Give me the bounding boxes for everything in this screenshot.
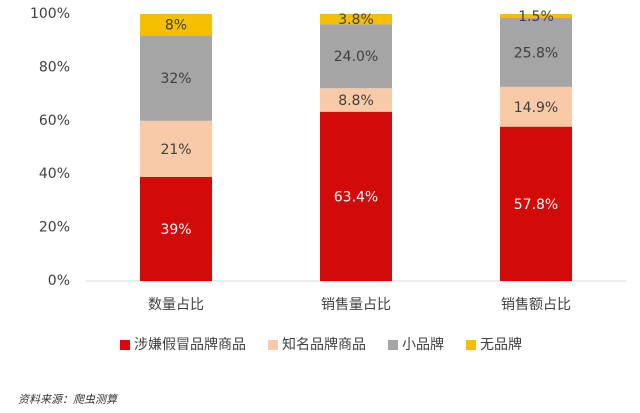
- y-tick-label: 40%: [39, 166, 70, 182]
- data-label: 25.8%: [514, 45, 558, 61]
- legend-label: 知名品牌商品: [282, 336, 366, 353]
- data-label: 24.0%: [334, 49, 378, 65]
- bar-segment: [500, 18, 572, 87]
- data-label: 63.4%: [334, 189, 378, 205]
- data-label: 32%: [160, 71, 191, 87]
- bar-segment: [140, 14, 212, 36]
- bar-segment: [320, 14, 392, 25]
- y-tick-label: 20%: [39, 220, 70, 236]
- data-label: 1.5%: [518, 9, 554, 25]
- legend-swatch: [388, 340, 398, 350]
- bar-segment: [140, 120, 212, 177]
- bar-segment: [500, 14, 572, 19]
- x-tick-label: 数量占比: [148, 297, 204, 313]
- y-tick-label: 80%: [39, 59, 70, 75]
- legend-label: 涉嫌假冒品牌商品: [134, 336, 246, 353]
- y-tick-label: 0%: [48, 273, 70, 289]
- x-tick-label: 销售量占比: [321, 297, 391, 313]
- bar-segment: [140, 176, 212, 281]
- data-label: 39%: [160, 222, 191, 238]
- legend-label: 无品牌: [480, 336, 522, 353]
- y-tick-label: 60%: [39, 113, 70, 129]
- legend-swatch: [268, 340, 278, 350]
- data-label: 14.9%: [514, 100, 558, 116]
- data-label: 21%: [160, 142, 191, 158]
- legend-swatch: [466, 340, 476, 350]
- bar-segment: [320, 24, 392, 89]
- bar-segment: [140, 35, 212, 121]
- data-label: 3.8%: [338, 12, 374, 28]
- bar-segment: [320, 111, 392, 281]
- legend-label: 小品牌: [402, 336, 444, 353]
- data-label: 57.8%: [514, 197, 558, 213]
- bar-segment: [500, 86, 572, 127]
- bar-segment: [320, 88, 392, 112]
- source-note: 资料来源：爬虫测算: [18, 393, 119, 406]
- data-label: 8%: [165, 18, 187, 34]
- legend-swatch: [120, 340, 130, 350]
- y-tick-label: 100%: [30, 6, 70, 22]
- data-label: 8.8%: [338, 93, 374, 109]
- bar-segment: [500, 126, 572, 281]
- x-tick-label: 销售额占比: [501, 297, 571, 313]
